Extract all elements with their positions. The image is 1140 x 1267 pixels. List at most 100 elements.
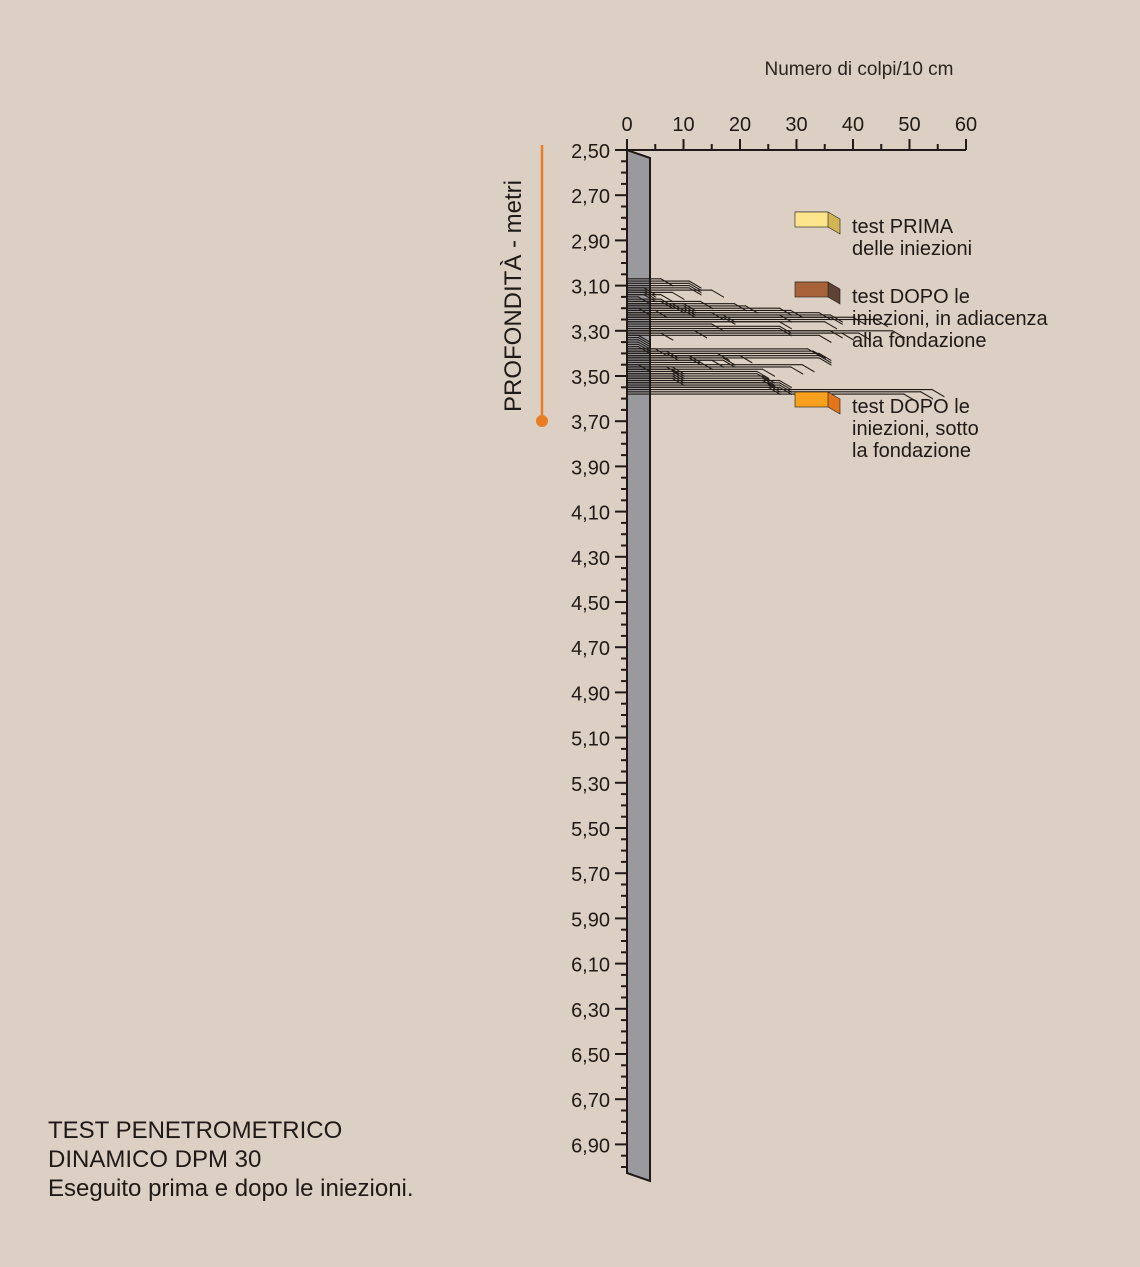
- legend-label: delle iniezioni: [852, 238, 972, 260]
- y-tick-label: 5,50: [571, 819, 610, 841]
- bar-side: [711, 323, 725, 332]
- y-tick-label: 5,70: [571, 864, 610, 886]
- y-tick-label: 5,30: [571, 774, 610, 796]
- bar: [626, 364, 639, 366]
- y-tick-label: 4,10: [571, 503, 610, 525]
- bar: [626, 393, 905, 395]
- x-tick-label: 0: [621, 114, 632, 136]
- bar: [626, 325, 780, 327]
- bar-side: [790, 366, 804, 375]
- bar: [626, 307, 639, 309]
- bar: [626, 303, 673, 305]
- bar: [626, 287, 645, 289]
- bar-side: [666, 366, 679, 375]
- bar: [626, 359, 724, 361]
- bar: [626, 334, 639, 336]
- bar: [626, 289, 645, 291]
- y-tick-label: 2,50: [571, 141, 610, 163]
- x-tick-label: 40: [842, 114, 864, 136]
- bar: [626, 377, 673, 379]
- bar-side: [790, 309, 804, 319]
- bar: [626, 350, 667, 352]
- legend-label: test DOPO le: [852, 396, 970, 418]
- bar-side: [711, 359, 725, 368]
- bar-side: [739, 354, 753, 364]
- y-tick-label: 4,50: [571, 593, 610, 615]
- caption-line-1: TEST PENETROMETRICO: [48, 1117, 343, 1144]
- y-tick-label: 6,10: [571, 955, 610, 977]
- legend-swatch: [794, 391, 829, 408]
- x-tick-label: 20: [729, 114, 751, 136]
- bar-side: [660, 332, 674, 341]
- bar: [626, 318, 876, 321]
- x-tick-label: 30: [785, 114, 807, 136]
- y-tick-label: 5,90: [571, 909, 610, 931]
- bar: [626, 364, 803, 366]
- chart-header: Numero di colpi/10 cm 0 10 20 30 40 50 60: [621, 59, 977, 151]
- bar-side: [818, 334, 832, 344]
- bar: [626, 330, 696, 332]
- bar-series: [626, 278, 945, 402]
- y-tick-label: 4,70: [571, 638, 610, 660]
- caption-line-2: DINAMICO DPM 30: [48, 1146, 262, 1173]
- legend-label: la fondazione: [852, 440, 971, 462]
- bar-side: [779, 314, 792, 323]
- bar: [626, 361, 701, 363]
- bar-side: [830, 330, 843, 339]
- bar: [626, 280, 690, 282]
- bar: [626, 379, 780, 382]
- chart-caption: TEST PENETROMETRICO DINAMICO DPM 30 Eseg…: [48, 1116, 414, 1203]
- bar: [626, 346, 639, 348]
- bar: [626, 341, 639, 343]
- bar: [626, 366, 667, 368]
- y-tick-label: 5,10: [571, 729, 610, 751]
- bar: [626, 386, 769, 388]
- y-axis-title-dot: [536, 415, 548, 427]
- bar: [626, 355, 741, 357]
- bar: [626, 332, 662, 334]
- bar-side: [745, 305, 758, 314]
- y-axis: PROFONDITÀ - metri 2,50 2,70 2,90 3,10 3,30 3…: [500, 141, 628, 1173]
- bar: [626, 343, 639, 345]
- bar: [626, 357, 724, 359]
- bar: [626, 285, 690, 287]
- legend-label: iniezioni, sotto: [852, 418, 979, 440]
- bar: [626, 391, 922, 393]
- y-tick-label: 3,70: [571, 412, 610, 434]
- bar-side: [818, 311, 832, 321]
- bar-side: [717, 352, 730, 362]
- bar-side: [700, 300, 713, 310]
- bar-side: [801, 363, 815, 373]
- legend-swatch: [794, 281, 829, 298]
- legend-swatch: [794, 211, 829, 228]
- y-tick-label: 2,70: [571, 186, 610, 208]
- y-tick-label: 3,50: [571, 367, 610, 389]
- y-tick-label: 6,90: [571, 1135, 610, 1157]
- bar-side: [654, 309, 668, 319]
- bar-side: [824, 320, 838, 330]
- x-axis-title: Numero di colpi/10 cm: [764, 59, 953, 80]
- y-axis-ticks: 2,50 2,70 2,90 3,10 3,30 3,50 3,70 3,90 4,10 4,30…: [571, 141, 628, 1173]
- x-tick-label: 10: [672, 114, 694, 136]
- bar-side: [779, 307, 792, 316]
- bar-side: [711, 289, 725, 298]
- y-axis-title: PROFONDITÀ - metri: [500, 180, 527, 412]
- bar: [626, 327, 780, 330]
- bar-side: [660, 278, 674, 287]
- bar: [626, 339, 639, 341]
- series-group: [626, 287, 792, 375]
- bar: [626, 337, 639, 339]
- y-tick-label: 3,10: [571, 277, 610, 299]
- bar-side: [671, 291, 685, 301]
- bar-side: [700, 361, 713, 371]
- bar: [626, 294, 645, 296]
- bar: [626, 321, 780, 323]
- penetrometer-rod: [626, 148, 651, 1183]
- bar: [626, 316, 724, 318]
- y-tick-label: 4,90: [571, 683, 610, 705]
- x-tick-label: 50: [898, 114, 920, 136]
